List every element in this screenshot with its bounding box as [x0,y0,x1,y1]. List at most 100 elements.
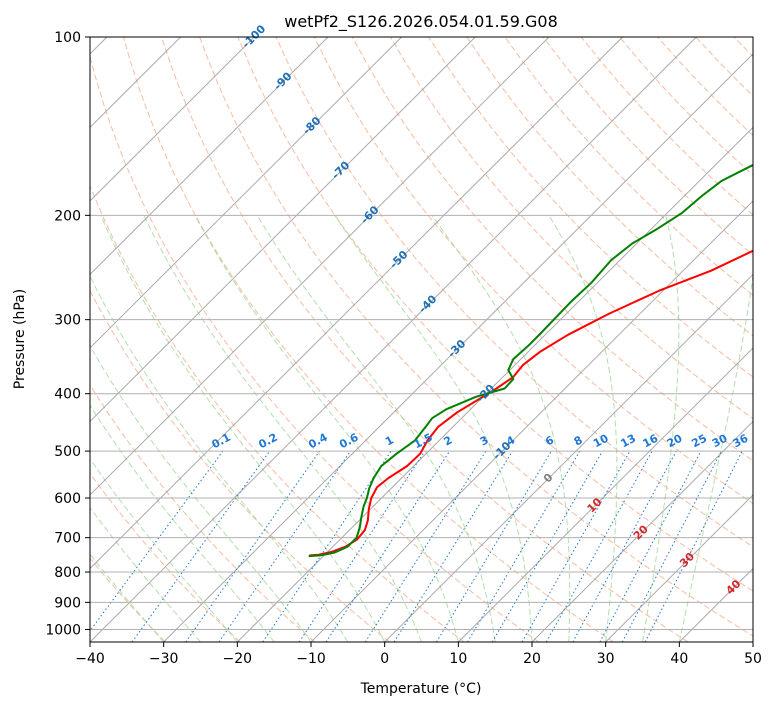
chart-title: wetPf2_S126.2026.054.01.59.G08 [284,12,558,32]
dry-adiabat [542,37,753,256]
x-tick-label: −20 [223,651,253,667]
mixing-ratio-label: 2 [442,433,455,448]
dry-adiabat [466,37,753,337]
mixing-ratio-label: 3 [478,433,491,448]
x-tick-label: −40 [75,651,105,667]
moist-adiabat [194,215,459,642]
moist-adiabat [90,553,165,642]
mixing-ratio-line [545,450,653,642]
mixing-ratio-label: 30 [710,432,730,451]
y-tick-label: 800 [54,565,81,581]
moist-adiabat [90,506,201,642]
isotherm-label: -70 [329,159,352,182]
mixing-ratio-label: 0.2 [256,431,279,452]
isotherm-line [163,53,753,642]
dewpoint-profile-line [308,163,753,558]
dry-adiabat [90,557,166,642]
dry-adiabat [90,383,316,642]
dry-adiabat [90,289,390,642]
isotherm-line [90,37,623,570]
dry-adiabat [351,37,753,462]
mixing-ratio-label: 25 [689,432,709,451]
isotherm-line [90,37,402,349]
y-tick-label: 600 [54,491,81,507]
dry-adiabat [580,37,753,216]
isotherm-line [90,37,697,642]
pressure-grid [90,36,753,630]
dry-adiabat [90,184,465,642]
isotherm-line [90,37,255,202]
moist-adiabat [90,457,238,642]
dry-adiabat [237,37,753,592]
mixing-ratio-line [572,450,677,642]
series-group [308,163,753,558]
x-tick-label: 40 [670,651,688,667]
moist-adiabat [100,215,386,642]
mixing-ratio-line [491,450,603,642]
isotherm-line [90,37,550,496]
temperature-profile-line [309,249,753,557]
mixing-ratio-line [90,450,224,632]
mixing-ratio-label: 8 [572,433,585,448]
mixing-ratio-label: 20 [665,431,685,450]
mixing-ratio-label: 13 [618,432,638,451]
dry-adiabat [161,37,689,642]
dry-adiabat [733,37,753,58]
y-axis: 1000 900 800 700 600 500 400 300 200 100 [45,30,90,638]
mixing-ratio-line [621,450,722,642]
x-tick-label: −30 [149,651,179,667]
mixing-ratio-line [185,450,321,642]
mixing-ratio-line [467,450,581,642]
isotherm-line [678,567,753,642]
moist-adiabat [143,215,422,642]
dry-adiabat [390,37,753,420]
mixing-ratio-line [131,450,271,642]
dry-adiabat [657,37,753,137]
mixing-ratio-line [393,450,513,642]
isotherm-label: -80 [300,114,323,137]
dry-adiabat [90,54,540,642]
moist-adiabat [90,404,275,642]
moist-adiabat [90,274,349,642]
mixing-ratio-label: 0.4 [306,431,330,452]
x-tick-label: 20 [523,651,541,667]
moist-adiabat [642,215,680,642]
isotherm-line [531,420,753,642]
x-tick-label: 30 [597,651,615,667]
mixing-ratio-line [521,450,631,642]
mixing-ratio-label: 1 [383,433,396,448]
x-tick-label: 0 [380,651,389,667]
moist-adiabat [256,215,496,642]
isotherm-line [90,37,329,276]
y-axis-title: Pressure (hPa) [12,289,28,389]
dry-adiabat [275,37,753,548]
moist-adiabat [334,215,533,642]
mixing-ratio-line [644,450,743,642]
mixing-ratio-label: 16 [641,432,661,451]
x-tick-label: −10 [296,651,326,667]
plot-frame [89,36,754,643]
dry-adiabat [90,472,241,642]
mixing-ratio-label: 0.1 [210,431,233,452]
y-tick-label: 100 [54,30,81,46]
isotherm-line [90,37,476,423]
y-tick-label: 500 [54,444,81,460]
mixing-ratio-label: 36 [731,432,751,451]
isotherm-line [457,347,753,642]
x-tick-label: 50 [744,651,762,667]
x-tick-label: 10 [449,651,467,667]
moist-adiabat [548,215,618,642]
mixing-ratio-line [599,450,702,642]
isotherm-line [236,126,753,642]
moist-adiabat [431,215,571,642]
isotherm-line [605,494,753,642]
isotherm-line [384,273,753,642]
mixing-ratio-line [218,450,351,642]
dry-adiabat [695,37,753,97]
y-tick-label: 1000 [45,622,81,638]
x-axis: −40 −30 −20 −10 0 10 20 30 40 50 [75,642,762,667]
mixing-ratio-line [364,450,487,642]
y-tick-label: 900 [54,595,81,611]
y-tick-label: 300 [54,313,81,329]
